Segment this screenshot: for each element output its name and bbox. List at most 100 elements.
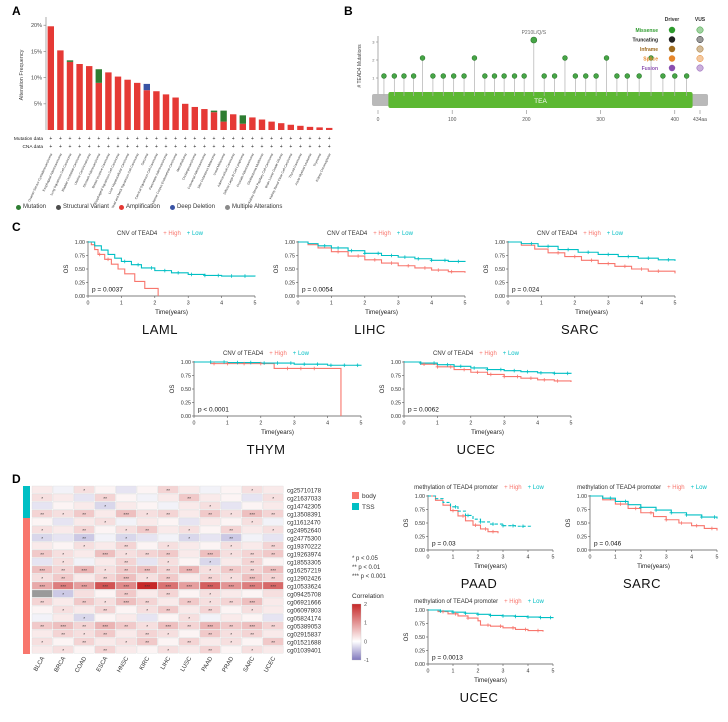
heatmap-row-label: cg18553305 (287, 559, 322, 566)
panel-d-label: D (12, 472, 21, 486)
svg-text:+: + (251, 136, 254, 142)
svg-text:3: 3 (187, 301, 190, 307)
svg-text:0.50: 0.50 (391, 387, 401, 393)
svg-text:+: + (155, 144, 158, 150)
svg-text:**: ** (103, 608, 107, 614)
svg-text:1: 1 (452, 555, 455, 561)
km-legend-low: + Low (502, 350, 519, 357)
svg-text:+: + (78, 144, 81, 150)
cna-data-track-label: CNA data (22, 144, 43, 150)
heatmap-row-label: cg24952640 (287, 527, 322, 534)
svg-text:***: *** (270, 568, 276, 574)
svg-text:5: 5 (360, 421, 363, 427)
km-svg: 1.00 0.75 0.50 0.25 0.000 1 2 3 4 5 OS Time(years) p… (64, 240, 257, 316)
svg-text:Time(years): Time(years) (261, 429, 294, 436)
svg-text:OS: OS (404, 519, 410, 528)
svg-text:*: * (62, 592, 64, 598)
svg-text:***: *** (39, 568, 45, 574)
svg-text:OS: OS (170, 385, 176, 394)
svg-text:400: 400 (671, 117, 680, 123)
svg-text:5: 5 (570, 421, 573, 427)
km-svg: 1.00 0.75 0.50 0.25 0.000 1 2 3 4 5 OS Time(years) p… (380, 360, 573, 436)
svg-text:**: ** (82, 512, 86, 518)
svg-text:5: 5 (674, 301, 677, 307)
svg-text:+: + (213, 136, 216, 142)
svg-text:3: 3 (397, 301, 400, 307)
svg-text:0: 0 (427, 555, 430, 561)
svg-text:*: * (209, 568, 211, 574)
significance-legend-line: *** p < 0.001 (352, 574, 387, 580)
heatmap-row-label: cg01521688 (287, 639, 322, 646)
heatmap-row-label: cg05824174 (287, 615, 322, 622)
svg-text:1: 1 (540, 301, 543, 307)
svg-text:0: 0 (377, 117, 380, 123)
km-cancer-name: UCEC (456, 442, 496, 457)
group-legend-TSS: TSS (362, 504, 375, 511)
svg-text:0.25: 0.25 (577, 534, 587, 540)
svg-text:100: 100 (448, 117, 457, 123)
svg-text:**: ** (124, 544, 128, 550)
svg-text:+: + (155, 136, 158, 142)
km-legend-high: + High (269, 350, 287, 357)
alteration-legend-item: Amplification (118, 204, 160, 210)
svg-text:1.00: 1.00 (577, 494, 587, 500)
svg-text:***: *** (228, 584, 234, 590)
svg-text:*: * (251, 520, 253, 526)
svg-text:**: ** (145, 552, 149, 558)
km-legend-high: + High (583, 230, 601, 237)
svg-text:0.75: 0.75 (75, 253, 85, 259)
svg-text:***: *** (249, 600, 255, 606)
svg-text:Thymoma: Thymoma (312, 153, 322, 168)
panel-a-svg: 5%10%15%20%Alteration Frequency++Ovarian… (14, 17, 333, 210)
svg-text:200: 200 (522, 117, 531, 123)
svg-text:0.00: 0.00 (577, 548, 587, 554)
km-legend-low: + Low (606, 230, 623, 237)
svg-text:Time(years): Time(years) (155, 309, 188, 316)
svg-text:*: * (251, 488, 253, 494)
group-legend-body: body (362, 493, 377, 500)
km-title: methylation of TEAD4 promoter (414, 598, 499, 605)
svg-text:+: + (328, 144, 331, 150)
svg-text:0.00: 0.00 (75, 294, 85, 300)
svg-text:*: * (230, 512, 232, 518)
svg-text:+: + (222, 136, 225, 142)
panel-d-methylation-heatmap: * ** * cg25710178 * ** ** * cg21637033 * * cg147423… (14, 480, 400, 698)
km-cancer-name: THYM (246, 442, 286, 457)
svg-text:**: ** (229, 624, 233, 630)
svg-text:5: 5 (552, 669, 555, 675)
svg-text:*: * (125, 640, 127, 646)
svg-text:1: 1 (226, 421, 229, 427)
svg-text:1.00: 1.00 (75, 240, 85, 246)
svg-text:*: * (167, 648, 169, 654)
svg-text:4: 4 (430, 301, 433, 307)
svg-text:**: ** (166, 608, 170, 614)
km-svg: 1.00 0.75 0.50 0.25 0.000 1 2 3 4 5 OS Time(years) p… (484, 240, 677, 316)
heatmap-col-label: PRAD (222, 655, 236, 673)
svg-text:+: + (280, 144, 283, 150)
svg-text:***: *** (270, 584, 276, 590)
svg-text:3: 3 (502, 555, 505, 561)
heatmap-col-label: BLCA (33, 656, 46, 673)
km-legend-high: + High (373, 230, 391, 237)
heatmap-row-label: cg06097803 (287, 607, 322, 614)
svg-text:Time(years): Time(years) (474, 677, 507, 684)
svg-text:1: 1 (614, 555, 617, 561)
svg-text:***: *** (60, 584, 66, 590)
svg-text:0.75: 0.75 (495, 253, 505, 259)
heatmap-row-label: cg11612470 (287, 519, 321, 526)
svg-text:**: ** (145, 528, 149, 534)
km-title: CNV of TEAD4 (327, 230, 368, 237)
svg-text:**: ** (103, 632, 107, 638)
km-plot-paad: methylation of TEAD4 promoter + High + Low… (400, 483, 558, 592)
heatmap-row-label: cg06921666 (287, 599, 322, 606)
svg-text:*: * (209, 592, 211, 598)
svg-text:1.00: 1.00 (285, 240, 295, 246)
alteration-legend-label: Amplification (125, 204, 160, 210)
km-title: methylation of TEAD4 promoter (414, 484, 499, 491)
svg-text:***: *** (207, 584, 213, 590)
tea-domain-label: TEA (534, 98, 547, 105)
svg-text:0.50: 0.50 (285, 267, 295, 273)
km-pvalue: p = 0.0013 (432, 655, 463, 662)
svg-text:**: ** (250, 568, 254, 574)
